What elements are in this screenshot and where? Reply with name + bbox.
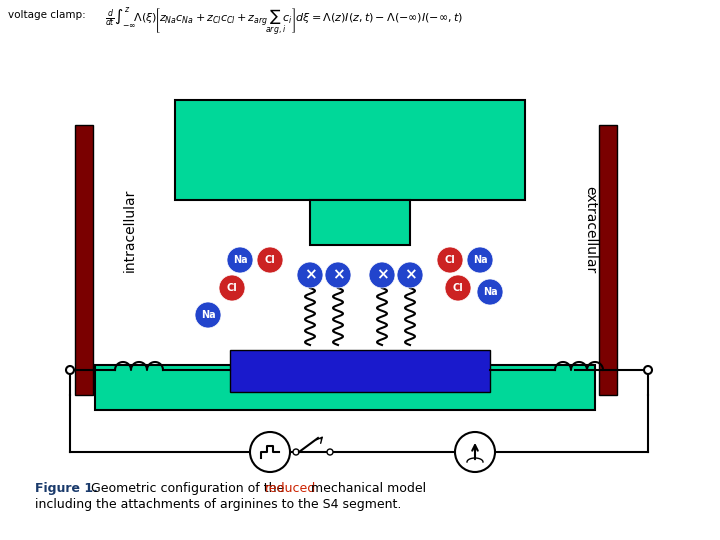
Text: mechanical model: mechanical model <box>307 482 426 495</box>
Bar <box>310 200 410 245</box>
Text: reduced: reduced <box>265 482 316 495</box>
Text: ×: × <box>404 267 416 282</box>
Circle shape <box>257 247 283 273</box>
Circle shape <box>227 247 253 273</box>
Text: ×: × <box>376 267 388 282</box>
Circle shape <box>644 366 652 374</box>
Text: Cl: Cl <box>227 283 238 293</box>
Circle shape <box>195 302 221 328</box>
Text: Na: Na <box>482 287 498 297</box>
Text: $\frac{d}{dt}\int_{-\infty}^{z}\!\Lambda(\xi)\!\left[z_{Na}c_{Na}+z_{Cl}c_{Cl}+z: $\frac{d}{dt}\int_{-\infty}^{z}\!\Lambda… <box>105 5 463 38</box>
Text: Geometric configuration of the: Geometric configuration of the <box>87 482 288 495</box>
Text: Na: Na <box>473 255 487 265</box>
Bar <box>75 125 93 395</box>
Text: Cl: Cl <box>453 283 464 293</box>
Circle shape <box>467 247 493 273</box>
Text: intracellular: intracellular <box>123 188 137 272</box>
Text: Cl: Cl <box>445 255 455 265</box>
Circle shape <box>437 247 463 273</box>
Circle shape <box>297 262 323 288</box>
Text: Na: Na <box>201 310 215 320</box>
Circle shape <box>477 279 503 305</box>
Circle shape <box>219 275 245 301</box>
Bar <box>599 125 617 395</box>
Circle shape <box>445 275 471 301</box>
Text: voltage clamp:: voltage clamp: <box>8 10 86 20</box>
Circle shape <box>293 449 299 455</box>
Circle shape <box>397 262 423 288</box>
Bar <box>175 100 525 200</box>
Circle shape <box>455 432 495 472</box>
Text: including the attachments of arginines to the S4 segment.: including the attachments of arginines t… <box>35 498 401 511</box>
Circle shape <box>325 262 351 288</box>
Text: Na: Na <box>233 255 247 265</box>
Circle shape <box>250 432 290 472</box>
Text: extracellular: extracellular <box>583 186 597 274</box>
Bar <box>230 350 490 392</box>
Text: Figure 1.: Figure 1. <box>35 482 98 495</box>
Circle shape <box>66 366 74 374</box>
Text: ×: × <box>332 267 344 282</box>
Circle shape <box>327 449 333 455</box>
Text: ×: × <box>304 267 316 282</box>
Bar <box>95 365 595 410</box>
Circle shape <box>369 262 395 288</box>
Text: Cl: Cl <box>265 255 275 265</box>
